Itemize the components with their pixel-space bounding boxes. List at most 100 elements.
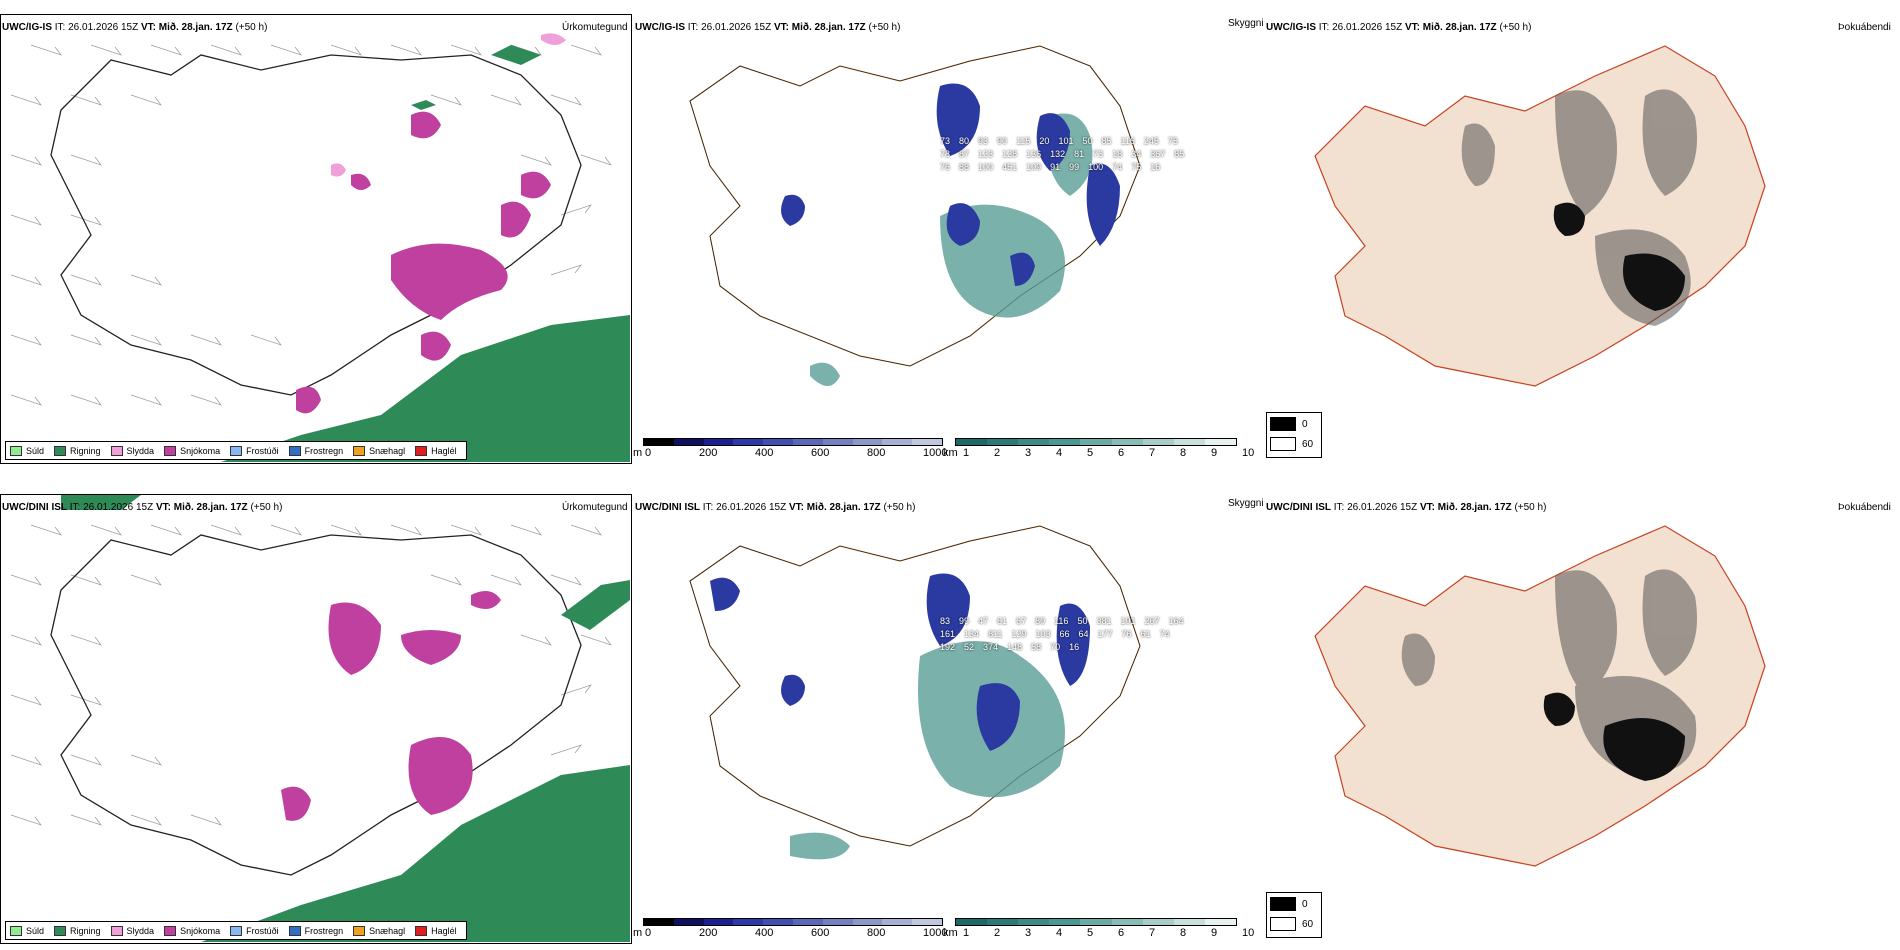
vis-value-label: 85 bbox=[1101, 136, 1112, 146]
terrain-step bbox=[733, 439, 764, 445]
legend-swatch bbox=[164, 925, 177, 936]
vis-value-label: 101 bbox=[1058, 136, 1074, 146]
legend-swatch bbox=[10, 445, 22, 456]
vis-value-label: 116 bbox=[1054, 616, 1069, 626]
legend-item: Snjókoma bbox=[164, 445, 220, 456]
snow-areas bbox=[281, 591, 501, 821]
fog-swatch-white bbox=[1270, 917, 1296, 931]
roads-outline bbox=[689, 45, 1141, 367]
vis-value-label: 66 bbox=[1059, 629, 1070, 639]
row-2: Súld Rigning Slydda Snjókoma Frostúði Fr… bbox=[0, 480, 1900, 950]
vis-value-label: 100 bbox=[978, 162, 994, 172]
vis-value-labels: 83 99 47 61 67 80 116 50 381 191 267 164 161 134 811 12… bbox=[940, 615, 1200, 654]
legend-item: Súld bbox=[10, 445, 44, 456]
vis-step bbox=[1173, 919, 1205, 925]
vis-value-label: 191 bbox=[1120, 616, 1136, 626]
legend-item: Frostregn bbox=[288, 925, 343, 936]
terrain-step bbox=[912, 439, 942, 445]
vis-value-label: 91 bbox=[1050, 162, 1061, 172]
fog-map bbox=[1314, 45, 1766, 387]
legend-item: Slydda bbox=[110, 445, 154, 456]
vis-value-label: 75 bbox=[1167, 136, 1178, 146]
legend-item: Frostregn bbox=[288, 445, 343, 456]
vis-value-label: 93 bbox=[978, 136, 989, 146]
visibility-map bbox=[689, 525, 1141, 860]
legend-item: Slydda bbox=[110, 925, 154, 936]
vis-value-label: 88 bbox=[959, 162, 970, 172]
legend-swatch bbox=[415, 445, 428, 456]
legend-item: Snæhagl bbox=[353, 445, 405, 456]
legend-swatch bbox=[353, 445, 366, 456]
terrain-step bbox=[882, 919, 913, 925]
fog-black-areas bbox=[1553, 202, 1685, 311]
vis-shading bbox=[790, 641, 1065, 860]
vis-value-label: 177 bbox=[1097, 629, 1113, 639]
vis-value-label: 132 bbox=[1050, 149, 1066, 159]
terrain-step bbox=[792, 439, 823, 445]
legend-item: Súld bbox=[10, 925, 44, 936]
vis-step bbox=[1173, 439, 1205, 445]
vis-value-label: 811 bbox=[988, 629, 1003, 639]
legend-item: Snæhagl bbox=[353, 925, 405, 936]
vis-value-label: 67 bbox=[1016, 616, 1027, 626]
precip-title: Úrkomutegund bbox=[562, 22, 628, 33]
vis-step bbox=[1142, 919, 1174, 925]
vis-ticks: km 1 2 3 4 5 6 7 8 9 10 bbox=[943, 447, 1255, 459]
terrain-colorbar bbox=[643, 438, 943, 446]
vis-step bbox=[1080, 919, 1112, 925]
vis-value-label: 99 bbox=[959, 616, 970, 626]
legend-swatch bbox=[54, 925, 67, 936]
vis-value-label: 50 bbox=[1082, 136, 1093, 146]
terrain-step bbox=[822, 919, 853, 925]
vis-step bbox=[987, 439, 1019, 445]
vis-value-label: 83 bbox=[940, 616, 951, 626]
vis-value-label: 74 bbox=[1112, 162, 1123, 172]
fog-black-areas bbox=[1543, 692, 1685, 781]
vis-ticks: km 1 2 3 4 5 6 7 8 9 10 bbox=[943, 927, 1255, 939]
legend-swatch bbox=[110, 445, 123, 456]
vis-value-label: 267 bbox=[1144, 616, 1160, 626]
vis-value-label: 136 bbox=[1026, 149, 1042, 159]
fog-title: Þokuábendi bbox=[1838, 22, 1891, 33]
vis-colorbar bbox=[955, 438, 1237, 446]
vis-value-label: 100 bbox=[1088, 162, 1104, 172]
legend-swatch bbox=[54, 445, 67, 456]
fog-land bbox=[1314, 45, 1766, 387]
vis-header: UWC/DINI ISL IT: 26.01.2026 15Z VT: Mið.… bbox=[635, 502, 916, 513]
terrain-step bbox=[763, 919, 793, 925]
vis-value-label: 81 bbox=[1074, 149, 1085, 159]
vis-value-label: 99 bbox=[1069, 162, 1080, 172]
vis-value-label: 34 bbox=[1131, 149, 1142, 159]
vis-value-label: 109 bbox=[1026, 162, 1042, 172]
fog-legend-row: 0 bbox=[1270, 415, 1318, 433]
legend-item: Rigning bbox=[54, 445, 101, 456]
vis-value-label: 16 bbox=[1150, 162, 1161, 172]
snow-areas bbox=[296, 111, 551, 414]
legend-item: Haglél bbox=[415, 925, 457, 936]
vis-value-label: 70 bbox=[1050, 642, 1061, 652]
vis-title: Skyggni bbox=[1228, 18, 1264, 29]
fog-title: Þokuábendi bbox=[1838, 502, 1891, 513]
vis-value-label: 78 bbox=[940, 149, 951, 159]
rain-area bbox=[221, 315, 630, 462]
vis-step bbox=[1204, 439, 1236, 445]
terrain-step bbox=[912, 919, 942, 925]
wind-barbs bbox=[10, 524, 612, 826]
terrain-step bbox=[763, 439, 793, 445]
legend-item: Frostúði bbox=[230, 925, 279, 936]
vis-value-label: 50 bbox=[1077, 616, 1088, 626]
vis-value-label: 61 bbox=[1140, 629, 1151, 639]
precip-header: UWC/IG-IS IT: 26.01.2026 15Z VT: Mið. 28… bbox=[2, 22, 268, 33]
vis-value-label: 76 bbox=[1121, 629, 1132, 639]
vis-value-label: 20 bbox=[1039, 136, 1050, 146]
vis-colorbar bbox=[955, 918, 1237, 926]
vis-step bbox=[956, 919, 988, 925]
vis-value-label: 87 bbox=[959, 149, 970, 159]
fog-land bbox=[1314, 525, 1766, 867]
terrain-step bbox=[703, 919, 734, 925]
legend-swatch bbox=[230, 445, 243, 456]
vis-value-label: 58 bbox=[1031, 642, 1042, 652]
vis-value-label: 381 bbox=[1096, 616, 1112, 626]
vis-value-label: 123 bbox=[978, 149, 994, 159]
legend-swatch bbox=[164, 445, 177, 456]
